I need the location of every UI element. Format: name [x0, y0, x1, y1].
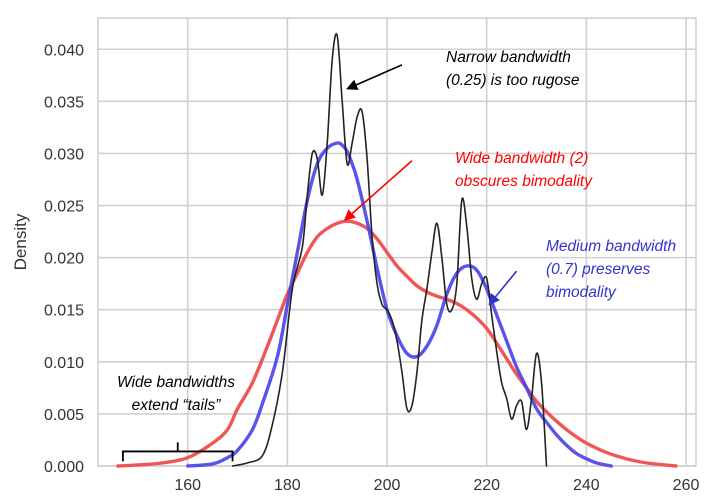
x-tick-label: 160 — [174, 477, 201, 494]
annotations: Narrow bandwidth (0.25) is too rugose Wide… — [117, 49, 676, 462]
annotation-line: Wide bandwidth (2) — [455, 150, 588, 167]
annotation-line: Wide bandwidths — [117, 374, 235, 391]
y-tick-label: 0.040 — [44, 42, 84, 59]
y-tick-label: 0.020 — [44, 251, 84, 268]
annotation-text-medium: Medium bandwidth (0.7) preserves bimodalit… — [546, 238, 676, 301]
grid-lines — [97, 17, 697, 467]
y-axis-label: Density — [11, 213, 30, 270]
annotation-arrow-narrow — [346, 64, 403, 90]
annotation-arrow-medium — [488, 270, 518, 306]
x-tick-label: 200 — [374, 477, 401, 494]
annotation-text-wide: Wide bandwidth (2) obscures bimodality — [455, 150, 593, 190]
x-tick-label: 260 — [673, 477, 700, 494]
y-tick-label: 0.000 — [44, 459, 84, 476]
annotation-text-tails: Wide bandwidths extend “tails” — [117, 374, 235, 414]
annotation-line: Narrow bandwidth — [446, 49, 571, 66]
tails-bracket — [122, 442, 234, 462]
series-wide-line — [116, 219, 678, 468]
x-tick-label: 220 — [473, 477, 500, 494]
annotation-text-narrow: Narrow bandwidth (0.25) is too rugose — [446, 49, 580, 89]
annotation-wide: Wide bandwidth (2) obscures bimodality — [343, 150, 593, 221]
series-medium-line — [186, 141, 613, 468]
annotation-medium: Medium bandwidth (0.7) preserves bimodalit… — [488, 238, 676, 306]
annotation-line: bimodality — [546, 284, 617, 301]
annotation-narrow: Narrow bandwidth (0.25) is too rugose — [346, 49, 580, 90]
x-tick-label: 180 — [274, 477, 301, 494]
annotation-tails: Wide bandwidths extend “tails” — [117, 374, 235, 462]
y-tick-label: 0.025 — [44, 199, 84, 216]
y-tick-label: 0.030 — [44, 146, 84, 163]
x-tick-label: 240 — [573, 477, 600, 494]
annotation-line: (0.7) preserves — [546, 261, 650, 278]
annotation-line: Medium bandwidth — [546, 238, 676, 255]
tick-labels: 160 180 200 220 240 260 0.000 0.005 0.010 0.015 0.… — [44, 42, 700, 494]
annotation-line: extend “tails” — [132, 397, 222, 414]
annotation-line: obscures bimodality — [455, 173, 593, 190]
annotation-arrow-wide — [343, 160, 413, 221]
series-narrow-line — [231, 33, 548, 467]
y-tick-label: 0.005 — [44, 407, 84, 424]
annotation-line: (0.25) is too rugose — [446, 72, 580, 89]
y-tick-label: 0.035 — [44, 94, 84, 111]
y-tick-label: 0.015 — [44, 303, 84, 320]
density-series — [116, 33, 678, 468]
y-tick-label: 0.010 — [44, 355, 84, 372]
